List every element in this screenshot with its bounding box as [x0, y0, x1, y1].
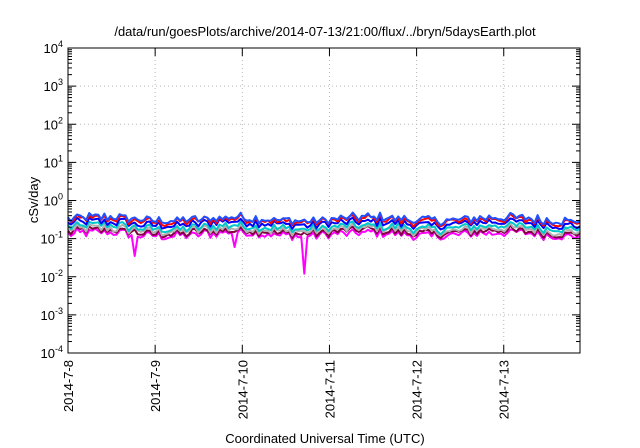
x-tick-label: 2014-7-10 — [235, 360, 250, 419]
y-axis-ticks: 104 103 102 101 100 10-1 10-2 10-3 10-4 — [41, 39, 580, 361]
series-line — [67, 222, 581, 237]
y-axis-label: cSv/day — [26, 176, 41, 223]
x-axis-ticks: 2014-7-8 2014-7-9 2014-7-10 2014-7-11 2014-7… — [61, 48, 512, 419]
y-tick-label: 100 — [44, 192, 63, 209]
series-line — [67, 220, 581, 236]
chart-title: /data/run/goesPlots/archive/2014-07-13/2… — [114, 24, 536, 39]
x-tick-label: 2014-7-8 — [61, 360, 76, 412]
y-tick-label: 10-4 — [41, 344, 63, 361]
y-tick-label: 10-3 — [41, 306, 63, 323]
x-axis-label: Coordinated Universal Time (UTC) — [225, 431, 424, 446]
grid — [68, 48, 580, 353]
x-tick-label: 2014-7-11 — [322, 360, 337, 418]
x-tick-label: 2014-7-12 — [410, 360, 425, 419]
y-tick-label: 10-2 — [41, 268, 63, 285]
series-line — [67, 224, 581, 240]
series-line — [67, 211, 581, 227]
x-tick-label: 2014-7-9 — [148, 360, 163, 412]
x-tick-label: 2014-7-13 — [497, 360, 512, 419]
y-tick-label: 10-1 — [41, 230, 63, 247]
y-tick-label: 101 — [44, 153, 63, 170]
y-tick-label: 103 — [44, 77, 63, 94]
series-lines — [67, 211, 581, 275]
series-line — [67, 216, 581, 231]
y-tick-label: 102 — [44, 115, 63, 132]
series-line — [67, 227, 581, 275]
y-tick-label: 104 — [44, 39, 63, 56]
